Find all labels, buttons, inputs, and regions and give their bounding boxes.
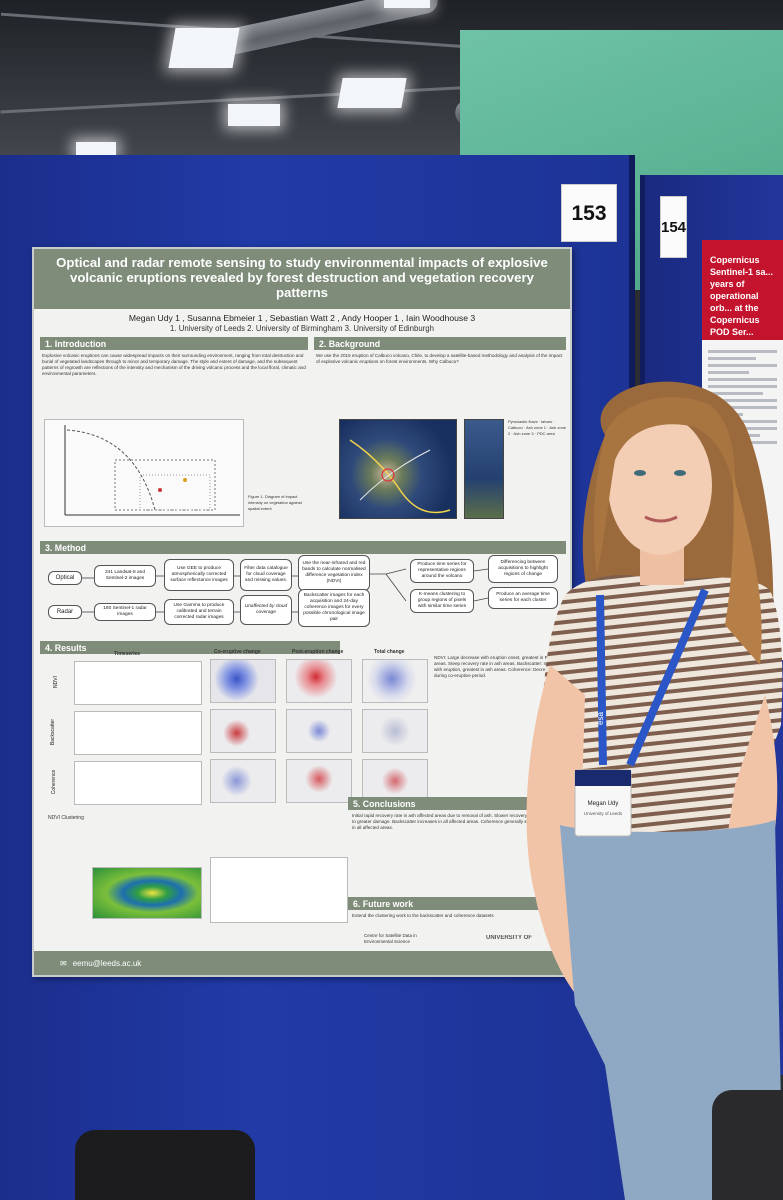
booth-number-154: 154: [660, 196, 687, 258]
ceiling-light: [384, 0, 430, 8]
map-legend: Pyroclastic flows · lahars · Calbuco · A…: [508, 419, 567, 436]
method-step: Produce an average time series for each …: [488, 587, 558, 609]
email-icon: ✉: [60, 958, 67, 968]
method-step: Use GEE to produce atmospherically corre…: [164, 559, 234, 591]
introduction-diagram: [44, 419, 244, 527]
section-results-header: 4. Results: [40, 641, 340, 654]
poster-authors: Megan Udy 1 , Susanna Ebmeier 1 , Sebast…: [128, 313, 476, 323]
results-notes: NDVI: Large decrease with eruption onset…: [434, 655, 564, 678]
method-optical-label: Optical: [48, 571, 82, 585]
poster-affiliations: 1. University of Leeds 2. University of …: [170, 324, 434, 333]
ceiling-light: [168, 28, 240, 68]
section-introduction-header: 1. Introduction: [40, 337, 308, 350]
row-label-backscatter: Backscatter: [50, 718, 57, 746]
booth-number-153: 153: [561, 184, 617, 242]
lanyard-right: [626, 588, 709, 767]
ndvi-total-map: [362, 659, 428, 703]
method-arrows: [82, 568, 489, 613]
coherence-posteruption-map: [286, 759, 352, 803]
coherence-total-map: [362, 759, 428, 803]
backscatter-total-map: [362, 709, 428, 753]
results-label-coeruptive: Co-eruptive change: [214, 649, 261, 655]
smile: [644, 515, 678, 523]
face: [608, 415, 712, 555]
lanyard-text: esa: [596, 712, 605, 725]
method-step: Filter data catalogue for cloud coverage…: [240, 559, 292, 591]
section-background-header: 2. Background: [314, 337, 566, 350]
impact-diagram-graphic: [64, 425, 240, 516]
method-step: 180 Sentinel-1 radar images: [94, 603, 156, 621]
method-step: 241 Landsat-8 and Sentinel-2 images: [94, 565, 156, 587]
row-label-coherence: Coherence: [51, 769, 58, 795]
backpack: [712, 1090, 783, 1200]
method-step: Differencing between acquisitions to hig…: [488, 555, 558, 583]
presenter-photo: esa Megan Udy University of Leeds: [526, 381, 783, 1200]
background-text: We use the 2015 eruption of Calbuco volc…: [316, 353, 563, 364]
badge-header: [575, 770, 631, 786]
research-poster: Optical and radar remote sensing to stud…: [32, 247, 572, 977]
calbuco-satellite-map: [339, 419, 457, 519]
ceiling-light: [228, 104, 280, 126]
method-step: Unaffected by cloud coverage: [240, 595, 292, 625]
ndvi-timeseries-plot: [74, 661, 202, 705]
method-step: Use Gamma to produce calibrated and terr…: [164, 599, 234, 625]
region-inset-map: [464, 419, 504, 519]
badge-name: Megan Udy: [588, 801, 619, 807]
results-label-total: Total change: [374, 649, 405, 655]
hair-side: [725, 475, 762, 665]
ndvi-clustering-title: NDVI Clustering: [48, 815, 84, 821]
results-label-posteruption: Post-eruption change: [292, 649, 344, 655]
poster-title: Optical and radar remote sensing to stud…: [34, 249, 570, 309]
map-overlay: [349, 439, 451, 514]
method-step: Backscatter images for each acquisition …: [298, 589, 370, 627]
contact-email: eemu@leeds.ac.uk: [72, 958, 142, 968]
row-label-ndvi: NDVI: [52, 676, 59, 688]
csd-logo-text: Centre for Satellite Data in Environment…: [364, 933, 417, 944]
left-eye: [634, 470, 646, 476]
lanyard-left: [596, 594, 607, 766]
section-conclusions-header: 5. Conclusions: [348, 797, 568, 810]
right-arm: [645, 695, 778, 1005]
bag: [75, 1130, 255, 1200]
results-label-timeseries: Timeseries: [114, 651, 141, 657]
section-method-header: 3. Method: [40, 541, 566, 554]
conclusions-text: Initial rapid recovery rate in ash affec…: [352, 813, 565, 830]
neighbor-poster-title: Copernicus Sentinel-1 sa... years of ope…: [702, 240, 783, 340]
method-radar-label: Radar: [48, 605, 82, 619]
poster-footer: ✉ eemu@leeds.ac.uk: [34, 951, 570, 975]
university-logo-text: UNIVERSITY OF: [486, 935, 532, 941]
backscatter-posteruption-map: [286, 709, 352, 753]
ndvi-posteruption-map: [286, 659, 352, 703]
badge-org: University of Leeds: [584, 811, 623, 816]
cluster-timeseries-plot: [210, 857, 348, 923]
cluster-map: [92, 867, 202, 919]
ndvi-coeruptive-map: [210, 659, 276, 703]
backscatter-coeruptive-map: [210, 709, 276, 753]
introduction-text: Explosive volcanic eruptions can cause w…: [42, 353, 306, 376]
figure-1-caption: Figure 1. Diagram of impact intensity on…: [248, 494, 302, 511]
ceiling-light: [76, 142, 116, 156]
ceiling-light: [337, 78, 407, 108]
backscatter-timeseries-plot: [74, 711, 202, 755]
future-work-text: Extend the clustering work to the backsc…: [352, 913, 494, 918]
coherence-coeruptive-map: [210, 759, 276, 803]
method-step: Produce time series for representative r…: [410, 559, 474, 583]
right-eye: [674, 470, 686, 476]
method-step: K-means clustering to group regions of p…: [410, 589, 474, 613]
section-future-work-header: 6. Future work: [348, 897, 568, 910]
coherence-timeseries-plot: [74, 761, 202, 805]
